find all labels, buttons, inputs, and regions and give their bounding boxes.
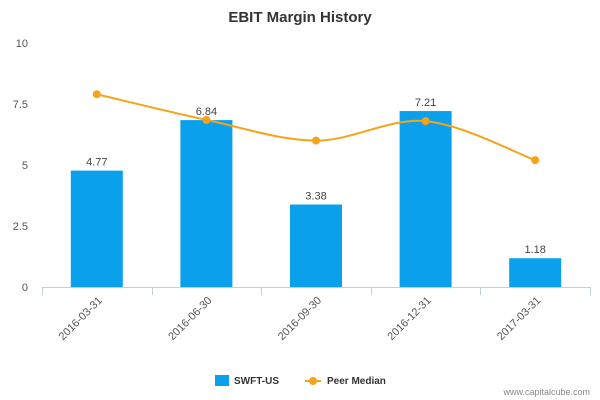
y-tick-label: 2.5 xyxy=(13,221,28,233)
bar[interactable] xyxy=(290,204,342,287)
legend-swatch-marker xyxy=(309,377,317,385)
legend-swatch-bar xyxy=(215,375,229,386)
y-tick-label: 0 xyxy=(22,282,28,294)
data-labels: 4.77 6.84 3.38 7.21 1.18 xyxy=(86,97,546,256)
peer-median-point[interactable] xyxy=(202,115,211,124)
y-tick-label: 5 xyxy=(22,160,28,172)
x-axis: 2016-03-31 2016-06-30 2016-09-30 2016-12-31… xyxy=(42,287,591,343)
chart-title: EBIT Margin History xyxy=(228,9,372,26)
data-label: 1.18 xyxy=(524,244,545,256)
y-tick-label: 7.5 xyxy=(13,99,28,111)
x-tick-label: 2016-12-31 xyxy=(385,295,433,343)
bar[interactable] xyxy=(399,111,452,288)
y-axis: 0 2.5 5 7.5 10 xyxy=(13,38,28,294)
x-tick-label: 2016-06-30 xyxy=(166,295,214,343)
watermark: www.capitalcube.com xyxy=(502,387,590,397)
bar[interactable] xyxy=(509,258,562,287)
legend-label-swft[interactable]: SWFT-US xyxy=(234,376,279,387)
data-label: 4.77 xyxy=(86,157,107,169)
legend-label-peer-median[interactable]: Peer Median xyxy=(327,376,386,387)
y-tick-label: 10 xyxy=(16,38,28,50)
legend[interactable]: SWFT-US Peer Median xyxy=(215,375,386,387)
data-label: 6.84 xyxy=(196,106,217,118)
peer-median-point[interactable] xyxy=(92,90,101,99)
x-tick-label: 2016-03-31 xyxy=(57,295,105,343)
peer-median-series xyxy=(92,90,540,165)
bar[interactable] xyxy=(70,170,123,287)
peer-median-point[interactable] xyxy=(421,117,430,126)
peer-median-line xyxy=(96,93,536,162)
bar[interactable] xyxy=(180,120,233,287)
data-label: 7.21 xyxy=(415,97,436,109)
bar-series xyxy=(70,111,562,288)
x-tick-label: 2016-09-30 xyxy=(276,295,324,343)
peer-median-point[interactable] xyxy=(312,136,320,145)
data-label: 3.38 xyxy=(305,191,326,203)
peer-median-point[interactable] xyxy=(531,156,540,165)
x-tick-label: 2017-03-31 xyxy=(495,295,543,343)
